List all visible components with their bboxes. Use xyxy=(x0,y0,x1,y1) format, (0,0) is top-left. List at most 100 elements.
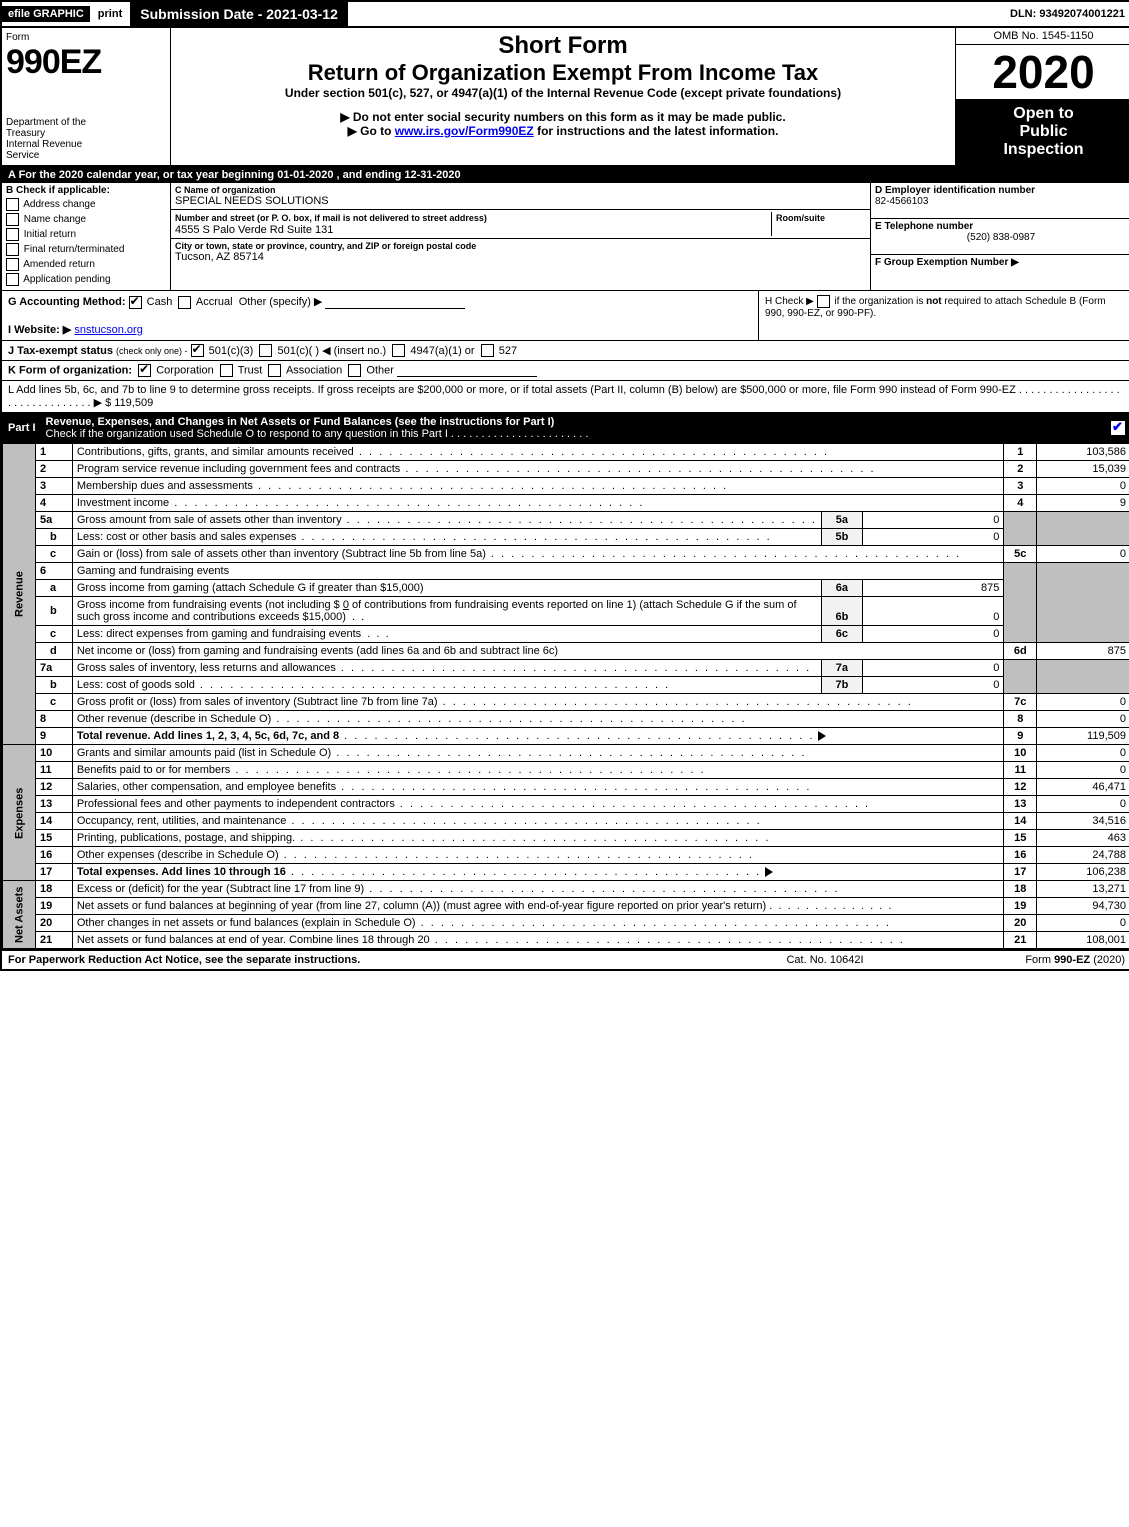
line-19-desc: Net assets or fund balances at beginning… xyxy=(72,898,1004,915)
chk-trust[interactable] xyxy=(220,364,233,377)
part-1-header: Part I Revenue, Expenses, and Changes in… xyxy=(2,413,1129,443)
line-15-desc: Printing, publications, postage, and shi… xyxy=(72,830,1004,847)
line-5a-value: 0 xyxy=(862,512,1003,529)
addr-label: Number and street (or P. O. box, if mail… xyxy=(175,213,487,223)
tel-label: E Telephone number xyxy=(875,221,973,232)
line-a-taxyear: A For the 2020 calendar year, or tax yea… xyxy=(2,167,1129,183)
line-9-amount: 119,509 xyxy=(1037,728,1129,745)
line-5c-amount: 0 xyxy=(1037,546,1129,563)
line-6c-desc: Less: direct expenses from gaming and fu… xyxy=(72,626,821,643)
form-number: 990EZ xyxy=(6,43,166,82)
chk-name-change[interactable]: Name change xyxy=(6,213,166,226)
title-short-form: Short Form xyxy=(181,32,945,60)
part-1-schedule-o-check[interactable] xyxy=(1111,421,1125,435)
chk-527[interactable] xyxy=(481,344,494,357)
line-7b-value: 0 xyxy=(862,677,1003,694)
line-6-desc: Gaming and fundraising events xyxy=(72,563,1004,580)
line-7a-desc: Gross sales of inventory, less returns a… xyxy=(72,660,821,677)
line-11-amount: 0 xyxy=(1037,762,1129,779)
line-2-desc: Program service revenue including govern… xyxy=(72,461,1004,478)
line-16-desc: Other expenses (describe in Schedule O) xyxy=(72,847,1004,864)
goto-line: ▶ Go to www.irs.gov/Form990EZ for instru… xyxy=(181,124,945,138)
line-5a-desc: Gross amount from sale of assets other t… xyxy=(72,512,821,529)
line-5b-desc: Less: cost or other basis and sales expe… xyxy=(72,529,821,546)
chk-application-pending[interactable]: Application pending xyxy=(6,273,166,286)
line-21-amount: 108,001 xyxy=(1037,932,1129,949)
line-7a-value: 0 xyxy=(862,660,1003,677)
line-12-amount: 46,471 xyxy=(1037,779,1129,796)
row-g-h: G Accounting Method: Cash Accrual Other … xyxy=(2,291,1129,341)
line-j: J Tax-exempt status (check only one) - 5… xyxy=(2,341,1129,362)
line-8-amount: 0 xyxy=(1037,711,1129,728)
netassets-sidelabel: Net Assets xyxy=(3,881,36,949)
print-button[interactable]: print xyxy=(90,6,130,22)
line-13-amount: 0 xyxy=(1037,796,1129,813)
part-1-num: Part I xyxy=(8,422,36,434)
line-2-amount: 15,039 xyxy=(1037,461,1129,478)
chk-address-change[interactable]: Address change xyxy=(6,198,166,211)
line-7c-amount: 0 xyxy=(1037,694,1129,711)
col-b-checkboxes: B Check if applicable: Address change Na… xyxy=(2,183,171,290)
dln-label: DLN: 93492074001221 xyxy=(1004,6,1129,22)
subtitle: Under section 501(c), 527, or 4947(a)(1)… xyxy=(181,86,945,100)
line-12-desc: Salaries, other compensation, and employ… xyxy=(72,779,1004,796)
chk-corporation[interactable] xyxy=(138,364,151,377)
chk-final-return[interactable]: Final return/terminated xyxy=(6,243,166,256)
line-4-amount: 9 xyxy=(1037,495,1129,512)
room-label: Room/suite xyxy=(776,213,825,223)
efile-label: efile GRAPHIC xyxy=(2,6,90,22)
line-1-desc: Contributions, gifts, grants, and simila… xyxy=(72,444,1004,461)
line-6a-desc: Gross income from gaming (attach Schedul… xyxy=(72,580,821,597)
form-header: Form 990EZ Department of theTreasuryInte… xyxy=(2,28,1129,167)
ein-label: D Employer identification number xyxy=(875,185,1035,196)
omb-number: OMB No. 1545-1150 xyxy=(956,28,1129,45)
col-c-org: C Name of organization SPECIAL NEEDS SOL… xyxy=(171,183,870,290)
line-i: I Website: ▶ snstucson.org xyxy=(8,323,752,336)
line-14-amount: 34,516 xyxy=(1037,813,1129,830)
line-6b-value: 0 xyxy=(862,597,1003,626)
line-6a-value: 875 xyxy=(862,580,1003,597)
website-link[interactable]: snstucson.org xyxy=(74,324,142,336)
org-address: 4555 S Palo Verde Rd Suite 131 xyxy=(175,224,333,236)
line-5c-desc: Gain or (loss) from sale of assets other… xyxy=(72,546,1004,563)
line-l: L Add lines 5b, 6c, and 7b to line 9 to … xyxy=(2,381,1129,413)
chk-initial-return[interactable]: Initial return xyxy=(6,228,166,241)
city-label: City or town, state or province, country… xyxy=(175,241,866,251)
chk-schedule-b[interactable] xyxy=(817,295,830,308)
line-10-amount: 0 xyxy=(1037,745,1129,762)
form-container: efile GRAPHIC print Submission Date - 20… xyxy=(0,0,1129,971)
chk-4947[interactable] xyxy=(392,344,405,357)
chk-association[interactable] xyxy=(268,364,281,377)
line-15-amount: 463 xyxy=(1037,830,1129,847)
chk-501c[interactable] xyxy=(259,344,272,357)
line-6c-value: 0 xyxy=(862,626,1003,643)
part-1-title: Revenue, Expenses, and Changes in Net As… xyxy=(46,416,1111,440)
line-20-amount: 0 xyxy=(1037,915,1129,932)
org-name: SPECIAL NEEDS SOLUTIONS xyxy=(175,195,866,207)
org-city: Tucson, AZ 85714 xyxy=(175,251,866,263)
line-3-amount: 0 xyxy=(1037,478,1129,495)
line-16-amount: 24,788 xyxy=(1037,847,1129,864)
title-return: Return of Organization Exempt From Incom… xyxy=(181,60,945,86)
top-bar: efile GRAPHIC print Submission Date - 20… xyxy=(2,2,1129,28)
chk-accrual[interactable] xyxy=(178,296,191,309)
part-1-table: Revenue 1 Contributions, gifts, grants, … xyxy=(2,443,1129,949)
ein-value: 82-4566103 xyxy=(875,196,928,207)
line-8-desc: Other revenue (describe in Schedule O) xyxy=(72,711,1004,728)
triangle-icon xyxy=(818,731,826,741)
line-18-desc: Excess or (deficit) for the year (Subtra… xyxy=(72,881,1004,898)
col-b-header: B Check if applicable: xyxy=(6,185,166,196)
line-19-amount: 94,730 xyxy=(1037,898,1129,915)
chk-amended-return[interactable]: Amended return xyxy=(6,258,166,271)
line-5b-value: 0 xyxy=(862,529,1003,546)
line-18-amount: 13,271 xyxy=(1037,881,1129,898)
warning-ssn: ▶ Do not enter social security numbers o… xyxy=(181,110,945,124)
chk-other-org[interactable] xyxy=(348,364,361,377)
chk-cash[interactable] xyxy=(129,296,142,309)
org-name-label: C Name of organization xyxy=(175,185,866,195)
chk-501c3[interactable] xyxy=(191,344,204,357)
irs-link[interactable]: www.irs.gov/Form990EZ xyxy=(395,124,534,138)
footer-paperwork: For Paperwork Reduction Act Notice, see … xyxy=(8,954,725,966)
line-17-desc: Total expenses. Add lines 10 through 16 xyxy=(72,864,1004,881)
info-grid: B Check if applicable: Address change Na… xyxy=(2,183,1129,291)
